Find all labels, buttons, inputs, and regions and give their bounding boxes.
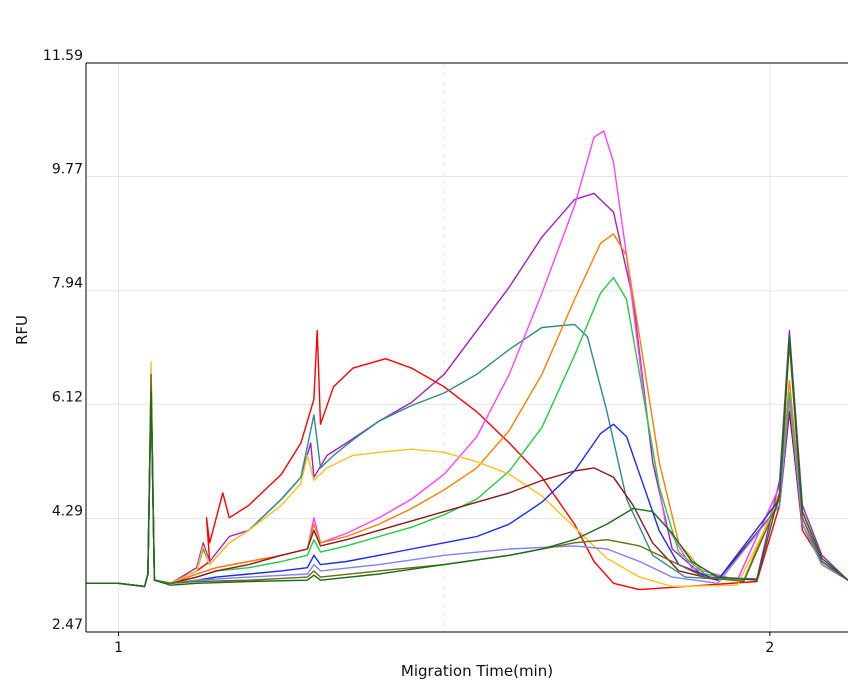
y-tick-label: 9.77 xyxy=(52,162,83,178)
tick-labels: 2.47 4.29 6.12 7.94 9.77 11.59 1 2 xyxy=(43,48,774,656)
series-line-12 xyxy=(86,336,848,588)
series-lines xyxy=(86,130,848,591)
series-line-5 xyxy=(86,233,848,588)
y-tick-label: 6.12 xyxy=(52,389,83,405)
series-line-1 xyxy=(86,330,848,591)
y-tick-label: 4.29 xyxy=(52,503,83,519)
series-line-3 xyxy=(86,323,848,588)
x-tick-label: 2 xyxy=(765,640,774,656)
x-axis-title: Migration Time(min) xyxy=(401,662,553,680)
series-line-9 xyxy=(86,336,848,588)
y-tick-label: 2.47 xyxy=(52,617,83,633)
grid-lines xyxy=(86,63,848,632)
axes xyxy=(85,62,848,633)
y-tick-label: 7.94 xyxy=(52,276,83,292)
y-tick-label: 11.59 xyxy=(43,48,83,64)
series-line-2 xyxy=(86,192,848,588)
y-axis-title: RFU xyxy=(13,315,31,345)
x-tick-label: 1 xyxy=(114,640,123,656)
series-line-6 xyxy=(86,276,848,588)
